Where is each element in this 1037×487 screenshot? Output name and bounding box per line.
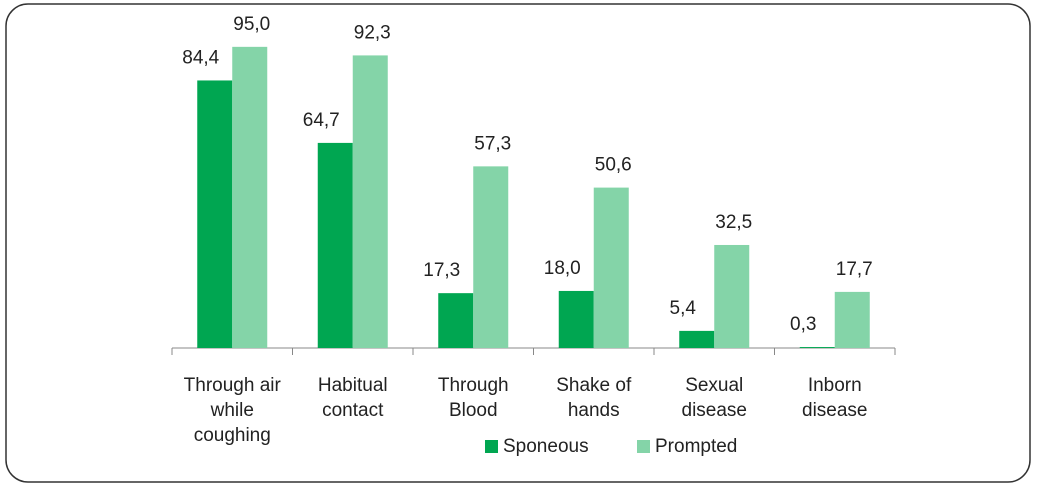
data-label: 95,0 bbox=[233, 14, 270, 35]
x-tick-label: Habitual contact bbox=[317, 375, 388, 421]
x-tick-label: Through Blood bbox=[437, 375, 509, 421]
bar bbox=[197, 80, 233, 349]
legend-label: Prompted bbox=[655, 436, 737, 457]
x-tick-label: Through air while coughing bbox=[183, 375, 281, 446]
legend-swatch bbox=[485, 440, 498, 453]
bar bbox=[714, 244, 750, 348]
bar bbox=[473, 166, 509, 348]
data-label: 17,3 bbox=[423, 260, 460, 281]
data-label: 0,3 bbox=[790, 314, 816, 335]
x-tick-label: Sexual disease bbox=[681, 375, 748, 421]
bar bbox=[834, 291, 870, 348]
data-label: 32,5 bbox=[715, 212, 752, 233]
data-label: 57,3 bbox=[474, 133, 511, 154]
bar bbox=[352, 55, 388, 349]
bar bbox=[799, 347, 835, 348]
bar bbox=[558, 290, 594, 348]
legend-swatch bbox=[637, 440, 650, 453]
data-label: 84,4 bbox=[182, 47, 219, 68]
x-tick-label: Inborn disease bbox=[802, 375, 868, 421]
bar bbox=[593, 187, 629, 348]
data-label: 5,4 bbox=[670, 298, 697, 319]
bar bbox=[438, 293, 474, 348]
data-label: 64,7 bbox=[303, 110, 340, 131]
bar bbox=[232, 46, 268, 348]
data-label: 92,3 bbox=[354, 22, 391, 43]
data-label: 17,7 bbox=[836, 259, 873, 280]
x-tick-label: Shake of hands bbox=[556, 375, 632, 421]
legend-label: Sponeous bbox=[503, 436, 589, 457]
data-label: 18,0 bbox=[544, 258, 581, 279]
bar bbox=[317, 142, 353, 348]
bar bbox=[679, 330, 715, 348]
data-label: 50,6 bbox=[595, 155, 632, 176]
